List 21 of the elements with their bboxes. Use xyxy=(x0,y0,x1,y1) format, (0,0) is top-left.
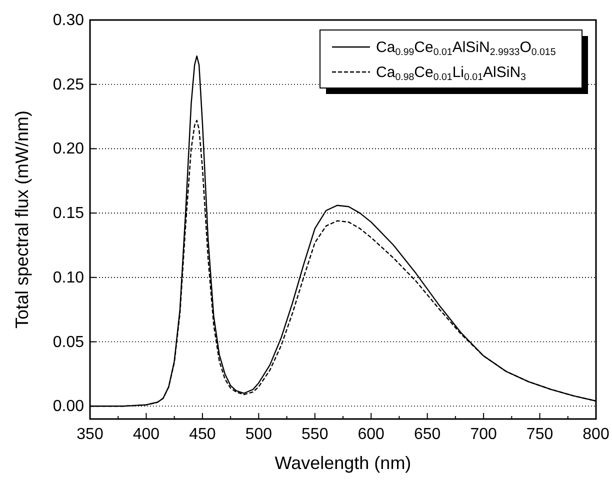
x-tick-label: 350 xyxy=(76,426,104,443)
y-tick-label: 0.05 xyxy=(52,334,84,351)
y-tick-label: 0.15 xyxy=(52,205,84,222)
x-tick-label: 800 xyxy=(582,426,610,443)
x-tick-label: 500 xyxy=(245,426,272,443)
x-tick-label: 750 xyxy=(526,426,554,443)
y-tick-label: 0.20 xyxy=(52,140,84,158)
x-tick-label: 400 xyxy=(132,426,160,443)
x-axis-title: Wavelength (nm) xyxy=(274,453,412,473)
y-tick-label: 0.25 xyxy=(52,76,84,94)
x-tick-label: 650 xyxy=(414,426,441,443)
y-tick-label: 0.30 xyxy=(52,12,84,29)
legend-label: Ca$_{0.98}$Ce$_{0.01}$Li$_{0.01}$AlSiN$_{3}$ xyxy=(376,64,526,83)
y-tick-label: 0.10 xyxy=(52,269,84,286)
x-tick-label: 550 xyxy=(302,426,328,443)
x-tick-label: 700 xyxy=(470,426,497,443)
legend-label: Ca$_{0.99}$Ce$_{0.01}$AlSiN$_{2.9933}$O$_{0.015}$ xyxy=(376,39,556,58)
y-axis-title: Total spectral flux (mW/nm) xyxy=(12,110,32,329)
y-tick-label: 0.00 xyxy=(52,398,84,416)
x-tick-label: 600 xyxy=(358,426,385,443)
x-tick-label: 450 xyxy=(189,426,216,443)
